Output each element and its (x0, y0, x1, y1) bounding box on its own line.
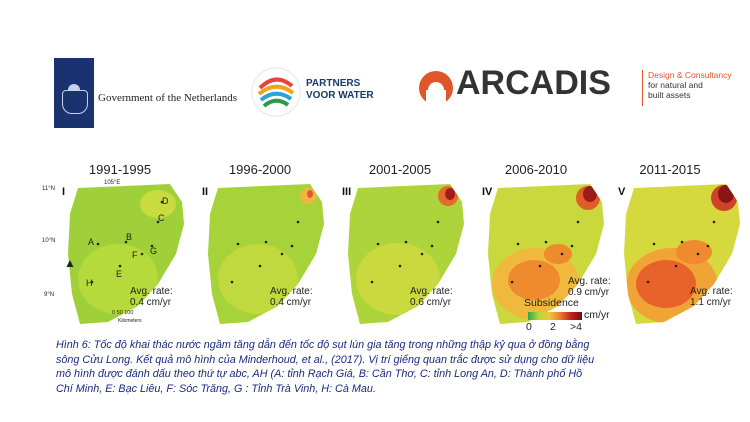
legend-title: Subsidence (524, 297, 579, 309)
gov-text: Government of the Netherlands (98, 92, 237, 104)
panel-roman: V (618, 186, 626, 198)
well-label-g: G (150, 246, 158, 256)
logo-bar: Government of the Netherlands PARTNERS V… (0, 52, 750, 132)
well-label-f: F (132, 250, 138, 260)
arcadis-separator (642, 70, 643, 106)
map-panel-1 (68, 184, 184, 324)
well-label-a: A (88, 237, 95, 247)
panel-roman: II (202, 186, 209, 198)
scale-unit: Kilometers (118, 318, 142, 324)
well-label-b: B (126, 232, 133, 242)
avg-rate: Avg. rate: 0.4 cm/yr (270, 286, 313, 308)
legend-tick: 0 (526, 321, 532, 333)
lat-label: 11°N (42, 186, 55, 192)
panel-title: 2011-2015 (639, 162, 701, 177)
panel-title: 1991-1995 (88, 162, 152, 177)
crown-icon (68, 84, 80, 90)
avg-rate: Avg. rate: 1.1 cm/yr (690, 286, 733, 308)
map-panel-2 (208, 184, 324, 324)
avg-rate: Avg. rate: 0.4 cm/yr (130, 286, 173, 308)
scale-bar: 0 50 100 (112, 310, 134, 316)
panel-title: 2006-2010 (504, 162, 568, 177)
partners-voor-water-logo (251, 67, 301, 117)
well-label-d: D (162, 196, 169, 206)
lat-label: 9°N (44, 292, 55, 298)
well-label-h: H (86, 278, 93, 288)
panel-title: 2001-2005 (368, 162, 432, 177)
legend-tick: 2 (550, 321, 556, 333)
map-panel-3 (348, 184, 464, 324)
north-arrow-icon: ▲ (64, 256, 76, 270)
legend-unit: cm/yr (584, 309, 610, 321)
panel-roman: I (62, 186, 66, 198)
arcadis-wordmark: ARCADIS (456, 64, 611, 102)
avg-rate: Avg. rate: 0.6 cm/yr (410, 286, 453, 308)
legend-colorbar (528, 312, 582, 320)
lon-label: 105°E (104, 180, 121, 186)
netherlands-logo (54, 58, 94, 128)
arcadis-tagline: Design & Consultancy for natural and bui… (648, 70, 732, 100)
arcadis-icon (419, 71, 453, 108)
avg-rate: Avg. rate: 0.9 cm/yr (568, 276, 611, 298)
well-label-e: E (116, 269, 123, 279)
figure-caption: Hình 6: Tốc độ khai thác nước ngầm tăng … (56, 339, 595, 395)
map-panel-5 (624, 184, 740, 324)
crest-icon (62, 90, 88, 114)
panel-roman: III (342, 186, 352, 198)
panel-roman: IV (482, 186, 493, 198)
lat-label: 10°N (42, 238, 56, 244)
map-panel-4 (488, 184, 604, 324)
legend-tick: >4 (570, 321, 582, 333)
well-label-c: C (158, 213, 165, 223)
subsidence-maps: 1991-1995 1996-2000 2001-2005 2006-2010 … (0, 158, 750, 338)
pvw-text: PARTNERS VOOR WATER (306, 78, 374, 101)
panel-title: 1996-2000 (228, 162, 292, 177)
